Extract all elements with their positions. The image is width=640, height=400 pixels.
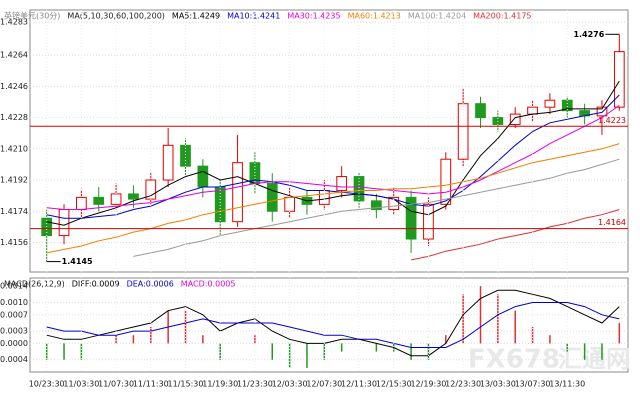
legend-entry: MA30:1.4235 bbox=[287, 12, 340, 21]
legend-entry: MA60:1.4213 bbox=[348, 12, 401, 21]
y-tick-label: 1.4283 bbox=[0, 18, 28, 27]
legend-entry: MA100:1.4204 bbox=[408, 12, 466, 21]
reference-label: 1.4223 bbox=[598, 116, 626, 125]
line-series bbox=[46, 94, 620, 219]
x-tick-label: 11/15:30 bbox=[168, 380, 204, 389]
candle-body bbox=[596, 106, 608, 117]
candle-body bbox=[405, 196, 417, 240]
candle-body bbox=[527, 106, 538, 115]
line-series bbox=[46, 104, 620, 210]
y-tick-label: 0.0010 bbox=[0, 298, 28, 307]
legend-entry: DIFF:0.0009 bbox=[72, 280, 120, 289]
y-tick-label: -0.0004 bbox=[0, 355, 28, 364]
min-label: 1.4145 bbox=[62, 257, 93, 266]
legend-entry: MACD:0.0005 bbox=[181, 280, 236, 289]
x-tick-label: 13/07:30 bbox=[515, 380, 551, 389]
line-series bbox=[411, 209, 620, 261]
candle-body bbox=[388, 196, 400, 211]
y-tick-label: 1.4228 bbox=[0, 113, 28, 122]
x-tick-label: 11/03:30 bbox=[63, 380, 99, 389]
y-tick-label: 1.4210 bbox=[0, 144, 28, 153]
legend-entry: 英镑美元(30分) bbox=[4, 11, 60, 21]
x-tick-label: 12/15:30 bbox=[376, 380, 412, 389]
line-series bbox=[46, 80, 620, 226]
candle-body bbox=[336, 176, 348, 191]
candle-body bbox=[423, 203, 434, 240]
y-tick-label: 0.0014 bbox=[0, 282, 28, 291]
candle-body bbox=[544, 99, 556, 108]
line-series bbox=[46, 143, 620, 254]
candle-body bbox=[197, 165, 209, 188]
y-tick-label: 1.4192 bbox=[0, 176, 28, 185]
reference-label: 1.4164 bbox=[598, 218, 626, 227]
x-tick-label: 12/19:30 bbox=[410, 380, 446, 389]
candle-body bbox=[58, 209, 70, 237]
x-tick-label: 11/07:30 bbox=[98, 380, 134, 389]
x-tick-label: 12/11:30 bbox=[341, 380, 377, 389]
x-tick-label: 11/23:30 bbox=[237, 380, 273, 389]
candle-body bbox=[232, 162, 243, 223]
plot-area bbox=[41, 34, 625, 262]
legend-entry: MA200:1.4175 bbox=[473, 12, 531, 21]
x-tick-label: 10/23:30 bbox=[29, 380, 65, 389]
y-tick-label: 1.4264 bbox=[0, 51, 28, 60]
candle-body bbox=[214, 186, 226, 223]
legend-entry: MA10:1.4241 bbox=[227, 12, 280, 21]
x-tick-label: 13/03:30 bbox=[480, 380, 516, 389]
line-series bbox=[133, 158, 620, 257]
candle-body bbox=[266, 183, 278, 212]
y-tick-label: 1.4156 bbox=[0, 238, 28, 247]
legend-entry: MACD(26,12,9) bbox=[4, 280, 65, 289]
y-tick-label: 0.0007 bbox=[0, 310, 28, 319]
candle-body bbox=[93, 196, 105, 205]
x-tick-label: 13/11:30 bbox=[549, 380, 585, 389]
legend-entry: DEA:0.0006 bbox=[127, 280, 174, 289]
candle-body bbox=[509, 113, 521, 126]
candle-body bbox=[371, 200, 382, 211]
legend-entry: MA5:1.4249 bbox=[172, 12, 220, 21]
y-tick-label: -0.0000 bbox=[0, 339, 28, 348]
y-tick-label: 1.4246 bbox=[0, 82, 28, 91]
candle-body bbox=[613, 51, 625, 108]
x-tick-label: 12/03:30 bbox=[272, 380, 308, 389]
candle-body bbox=[440, 158, 452, 205]
x-tick-label: 12/07:30 bbox=[306, 380, 342, 389]
x-tick-label: 11/11:30 bbox=[133, 380, 169, 389]
candle-body bbox=[475, 103, 486, 119]
x-tick-label: 12/23:30 bbox=[445, 380, 481, 389]
candle-body bbox=[353, 176, 365, 202]
macd-frame bbox=[29, 277, 629, 373]
watermark: 汇通网 bbox=[558, 345, 630, 373]
main-frame bbox=[29, 9, 629, 273]
line-series bbox=[46, 302, 620, 348]
candle-body bbox=[128, 193, 139, 200]
max-label: 1.4276 bbox=[573, 30, 604, 39]
line-series bbox=[46, 289, 620, 357]
y-tick-label: 1.4174 bbox=[0, 207, 28, 216]
candle-body bbox=[162, 144, 174, 181]
x-tick-label: 11/19:30 bbox=[202, 380, 238, 389]
y-tick-label: 0.0003 bbox=[0, 327, 28, 336]
